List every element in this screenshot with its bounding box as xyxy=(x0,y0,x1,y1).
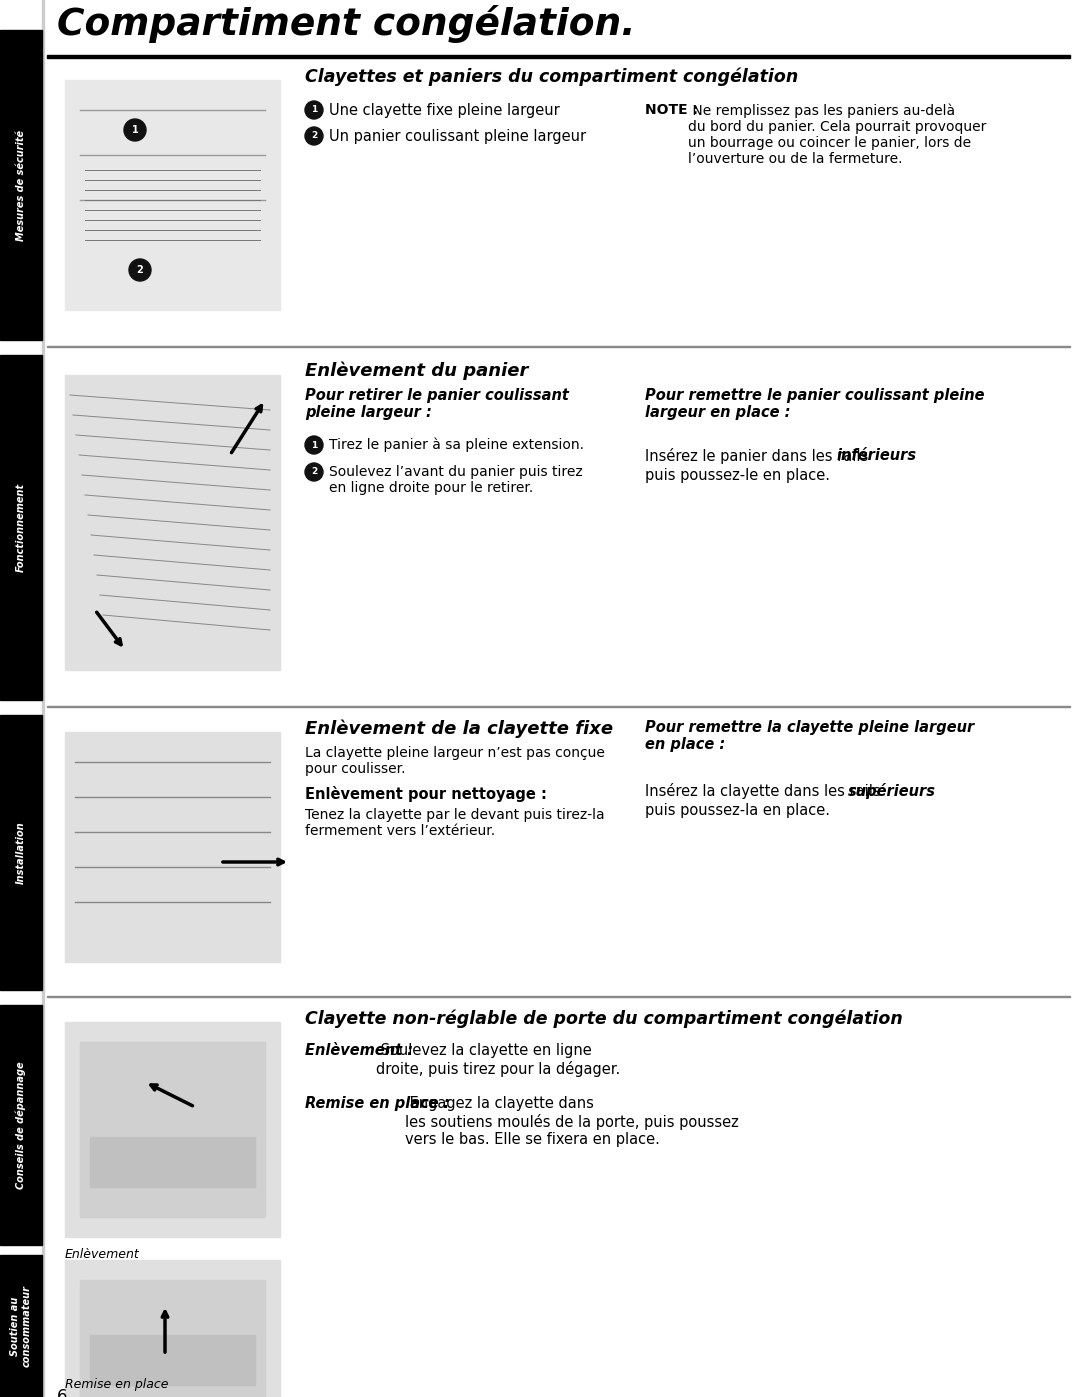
Text: supérieurs: supérieurs xyxy=(848,782,936,799)
Circle shape xyxy=(305,436,323,454)
Circle shape xyxy=(129,258,151,281)
Text: Enlèvement pour nettoyage :: Enlèvement pour nettoyage : xyxy=(305,787,546,802)
Bar xyxy=(65,374,280,671)
Circle shape xyxy=(305,127,323,145)
Bar xyxy=(65,732,280,963)
Bar xyxy=(65,80,280,310)
Text: 2: 2 xyxy=(137,265,144,275)
Bar xyxy=(48,705,1070,707)
Bar xyxy=(0,355,42,700)
Text: Un panier coulissant pleine largeur: Un panier coulissant pleine largeur xyxy=(329,129,586,144)
Text: 1: 1 xyxy=(132,124,138,136)
Text: 2: 2 xyxy=(311,468,318,476)
Bar xyxy=(42,0,43,1397)
Text: Pour remettre la clayette pleine largeur
en place :: Pour remettre la clayette pleine largeur… xyxy=(645,719,974,753)
Text: Enlèvement :: Enlèvement : xyxy=(305,1044,414,1058)
Bar xyxy=(48,54,1070,59)
Text: Clayette non-réglable de porte du compartiment congélation: Clayette non-réglable de porte du compar… xyxy=(305,1010,903,1028)
Text: Tenez la clayette par le devant puis tirez-la
fermement vers l’extérieur.: Tenez la clayette par le devant puis tir… xyxy=(305,807,605,838)
Bar xyxy=(90,1137,255,1187)
Text: puis poussez-le en place.: puis poussez-le en place. xyxy=(645,468,831,483)
Bar xyxy=(0,715,42,990)
Text: Ne remplissez pas les paniers au-delà
du bord du panier. Cela pourrait provoquer: Ne remplissez pas les paniers au-delà du… xyxy=(688,103,986,166)
Text: Insérez la clayette dans les rails: Insérez la clayette dans les rails xyxy=(645,782,886,799)
Text: Mesures de sécurité: Mesures de sécurité xyxy=(16,130,26,240)
Circle shape xyxy=(305,101,323,119)
Text: Insérez le panier dans les rails: Insérez le panier dans les rails xyxy=(645,448,873,464)
Text: Une clayette fixe pleine largeur: Une clayette fixe pleine largeur xyxy=(329,103,559,117)
Bar xyxy=(48,996,1070,997)
Text: puis poussez-la en place.: puis poussez-la en place. xyxy=(645,803,831,819)
Text: inférieurs: inférieurs xyxy=(836,448,917,462)
Text: Enlèvement de la clayette fixe: Enlèvement de la clayette fixe xyxy=(305,719,613,739)
Text: Enlèvement: Enlèvement xyxy=(65,1248,139,1261)
Text: Soutien au
consommateur: Soutien au consommateur xyxy=(10,1285,31,1366)
Text: Fonctionnement: Fonctionnement xyxy=(16,483,26,571)
Text: Enlèvement du panier: Enlèvement du panier xyxy=(305,362,528,380)
Bar xyxy=(80,1280,265,1397)
Text: Conseils de dépannage: Conseils de dépannage xyxy=(16,1062,26,1189)
Circle shape xyxy=(124,119,146,141)
Text: Pour remettre le panier coulissant pleine
largeur en place :: Pour remettre le panier coulissant plein… xyxy=(645,388,985,420)
Text: Tirez le panier à sa pleine extension.: Tirez le panier à sa pleine extension. xyxy=(329,439,584,453)
Bar xyxy=(65,1023,280,1236)
Bar xyxy=(0,1255,42,1397)
Text: NOTE :: NOTE : xyxy=(645,103,698,117)
Circle shape xyxy=(305,462,323,481)
Text: 6: 6 xyxy=(57,1389,67,1397)
Text: Soulevez l’avant du panier puis tirez
en ligne droite pour le retirer.: Soulevez l’avant du panier puis tirez en… xyxy=(329,465,583,495)
Text: La clayette pleine largeur n’est pas conçue
pour coulisser.: La clayette pleine largeur n’est pas con… xyxy=(305,746,605,777)
Bar xyxy=(0,1004,42,1245)
Bar xyxy=(65,1260,280,1397)
Text: Remise en place :: Remise en place : xyxy=(305,1097,449,1111)
Bar xyxy=(48,345,1070,346)
Text: Pour retirer le panier coulissant
pleine largeur :: Pour retirer le panier coulissant pleine… xyxy=(305,388,569,420)
Text: Engagez la clayette dans
les soutiens moulés de la porte, puis poussez
vers le b: Engagez la clayette dans les soutiens mo… xyxy=(405,1097,739,1147)
Text: 1: 1 xyxy=(311,440,318,450)
Bar xyxy=(90,1336,255,1384)
Bar xyxy=(80,1042,265,1217)
Text: Clayettes et paniers du compartiment congélation: Clayettes et paniers du compartiment con… xyxy=(305,67,798,85)
Text: Compartiment congélation.: Compartiment congélation. xyxy=(57,6,635,43)
Text: Soulevez la clayette en ligne
droite, puis tirez pour la dégager.: Soulevez la clayette en ligne droite, pu… xyxy=(376,1044,620,1077)
Text: 1: 1 xyxy=(311,106,318,115)
Text: 2: 2 xyxy=(311,131,318,141)
Text: Remise en place: Remise en place xyxy=(65,1377,168,1391)
Bar xyxy=(0,29,42,339)
Text: Installation: Installation xyxy=(16,821,26,884)
